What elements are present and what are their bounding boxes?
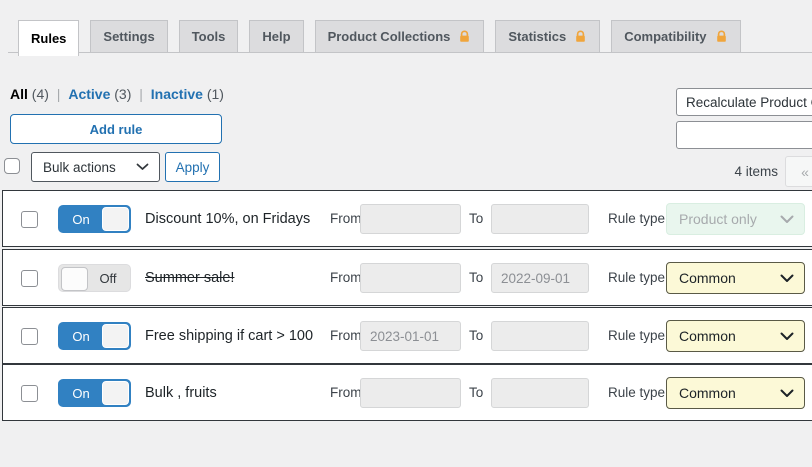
row-checkbox[interactable] [21, 270, 38, 287]
to-date-input[interactable] [491, 204, 589, 234]
toggle-knob [102, 324, 129, 348]
tab-label: Rules [31, 31, 67, 46]
tab-rules[interactable]: Rules [18, 20, 80, 56]
tab-label: Product Collections [327, 29, 451, 44]
rule-type-label: Rule type [608, 211, 666, 226]
rule-toggle[interactable]: On [58, 379, 131, 407]
rule-title: Discount 10%, on Fridays [145, 210, 311, 227]
row-checkbox[interactable] [21, 385, 38, 402]
from-date-input[interactable] [360, 204, 461, 234]
toggle-label: On [72, 211, 90, 227]
tab-statistics[interactable]: Statistics [495, 20, 601, 53]
from-date-input[interactable] [360, 321, 461, 351]
rule-title: Free shipping if cart > 100 [145, 327, 314, 344]
lock-icon [716, 30, 726, 42]
to-date-input[interactable] [491, 263, 589, 293]
tab-label: Compatibility [624, 29, 707, 44]
filter-separator: | [139, 86, 143, 102]
filter-active-count: (3) [114, 86, 132, 102]
filter-inactive[interactable]: Inactive [150, 86, 203, 102]
lock-icon [460, 30, 470, 42]
to-date-input[interactable] [491, 321, 589, 351]
to-date-input[interactable] [491, 378, 589, 408]
filter-all-count: (4) [31, 86, 49, 102]
chevron-down-icon [780, 389, 794, 397]
from-date-input[interactable] [360, 378, 461, 408]
rule-row: On Free shipping if cart > 100 From To R… [2, 307, 812, 364]
toggle-label: On [72, 328, 90, 344]
rule-type-value: Common [679, 328, 736, 344]
filter-inactive-count: (1) [206, 86, 224, 102]
filter-active[interactable]: Active [68, 86, 111, 102]
from-label: From [330, 385, 362, 400]
add-rule-button[interactable]: Add rule [10, 114, 222, 144]
chevron-down-icon [780, 215, 794, 223]
tab-settings[interactable]: Settings [90, 20, 168, 53]
row-checkbox[interactable] [21, 328, 38, 345]
toggle-knob [61, 267, 88, 291]
toggle-knob [102, 381, 129, 405]
tab-label: Tools [191, 29, 226, 44]
rule-toggle[interactable]: Off [58, 264, 131, 292]
filter-all[interactable]: All [10, 86, 28, 102]
toggle-label: On [72, 385, 90, 401]
pagination-first-button[interactable]: « [785, 156, 812, 187]
toggle-knob [102, 207, 129, 231]
to-label: To [469, 211, 484, 226]
rule-type-select[interactable]: Common [666, 262, 805, 294]
tab-help[interactable]: Help [249, 20, 304, 53]
rule-row: Off Summer sale! From To Rule type Commo… [2, 249, 812, 306]
bulk-actions-value: Bulk actions [43, 159, 116, 175]
rule-type-label: Rule type [608, 328, 666, 343]
filter-separator: | [56, 86, 61, 102]
from-date-input[interactable] [360, 263, 461, 293]
tab-tools[interactable]: Tools [178, 20, 239, 53]
row-checkbox[interactable] [21, 211, 38, 228]
select-all-checkbox[interactable] [4, 158, 20, 174]
recalculate-button[interactable]: Recalculate Product Collections [676, 88, 812, 116]
status-filters: All (4) | Active (3) | Inactive (1) [10, 86, 224, 102]
rule-type-select[interactable]: Product only [666, 203, 805, 235]
rule-type-select[interactable]: Common [666, 320, 805, 352]
rule-type-label: Rule type [608, 385, 666, 400]
chevron-down-icon [136, 163, 149, 170]
tab-bar: Rules Settings Tools Help Product Collec… [18, 20, 741, 56]
tab-label: Settings [103, 29, 155, 44]
rule-title: Bulk , fruits [145, 384, 217, 401]
rule-toggle[interactable]: On [58, 322, 131, 350]
lock-icon [576, 30, 585, 42]
from-label: From [330, 270, 362, 285]
from-label: From [330, 211, 362, 226]
rule-type-value: Product only [679, 211, 757, 227]
rule-type-value: Common [679, 385, 736, 401]
tab-label: Help [262, 29, 291, 44]
tab-label: Statistics [508, 29, 567, 44]
chevron-down-icon [780, 332, 794, 340]
chevron-down-icon [780, 274, 794, 282]
to-label: To [469, 328, 484, 343]
toggle-label: Off [99, 270, 117, 286]
items-count: 4 items [734, 164, 778, 179]
rule-type-label: Rule type [608, 270, 666, 285]
search-input[interactable] [676, 121, 812, 149]
from-label: From [330, 328, 362, 343]
rule-title: Summer sale! [145, 269, 235, 286]
rule-toggle[interactable]: On [58, 205, 131, 233]
tab-product-collections[interactable]: Product Collections [314, 20, 485, 53]
apply-button[interactable]: Apply [165, 152, 220, 182]
tab-compatibility[interactable]: Compatibility [611, 20, 741, 53]
rule-row: On Bulk , fruits From To Rule type Commo… [2, 364, 812, 421]
rule-type-select[interactable]: Common [666, 377, 805, 409]
bulk-actions-select[interactable]: Bulk actions [31, 152, 160, 182]
to-label: To [469, 270, 484, 285]
to-label: To [469, 385, 484, 400]
rule-row: On Discount 10%, on Fridays From To Rule… [2, 190, 812, 247]
rule-type-value: Common [679, 270, 736, 286]
